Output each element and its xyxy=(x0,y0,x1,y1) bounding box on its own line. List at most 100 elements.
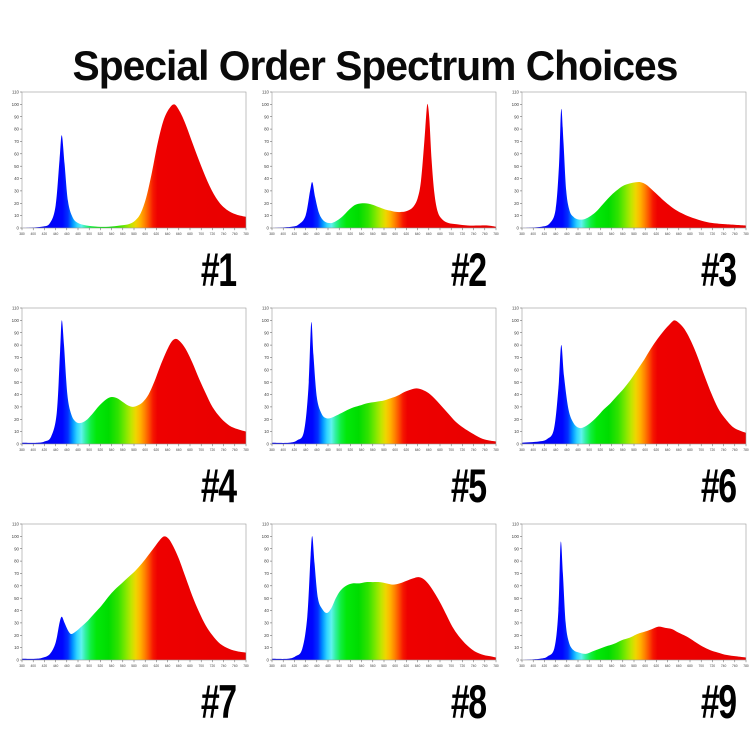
svg-text:780: 780 xyxy=(243,664,249,668)
svg-text:90: 90 xyxy=(264,330,269,335)
svg-text:540: 540 xyxy=(359,232,365,236)
svg-text:40: 40 xyxy=(514,176,519,181)
svg-text:50: 50 xyxy=(264,164,269,169)
svg-text:80: 80 xyxy=(264,559,269,564)
svg-text:50: 50 xyxy=(514,380,519,385)
svg-text:70: 70 xyxy=(264,355,269,360)
svg-text:780: 780 xyxy=(743,448,749,452)
svg-text:440: 440 xyxy=(303,664,309,668)
svg-text:500: 500 xyxy=(586,448,592,452)
svg-text:460: 460 xyxy=(564,232,570,236)
svg-text:540: 540 xyxy=(109,448,115,452)
svg-text:30: 30 xyxy=(264,621,269,626)
svg-text:720: 720 xyxy=(210,232,216,236)
svg-text:680: 680 xyxy=(187,448,193,452)
svg-text:50: 50 xyxy=(514,596,519,601)
svg-text:720: 720 xyxy=(460,232,466,236)
svg-text:10: 10 xyxy=(514,429,519,434)
svg-text:600: 600 xyxy=(142,232,148,236)
svg-text:520: 520 xyxy=(348,664,354,668)
svg-text:400: 400 xyxy=(280,232,286,236)
svg-text:680: 680 xyxy=(687,664,693,668)
svg-text:40: 40 xyxy=(514,392,519,397)
svg-text:420: 420 xyxy=(542,448,548,452)
svg-text:10: 10 xyxy=(264,429,269,434)
svg-text:30: 30 xyxy=(514,189,519,194)
svg-text:70: 70 xyxy=(14,139,19,144)
svg-text:480: 480 xyxy=(575,232,581,236)
svg-text:760: 760 xyxy=(732,448,738,452)
svg-text:620: 620 xyxy=(654,664,660,668)
svg-text:640: 640 xyxy=(415,232,421,236)
svg-text:10: 10 xyxy=(14,645,19,650)
svg-text:560: 560 xyxy=(370,448,376,452)
svg-text:700: 700 xyxy=(198,448,204,452)
svg-text:0: 0 xyxy=(267,226,270,231)
spectrum-label-7: #7 xyxy=(200,675,237,728)
svg-text:10: 10 xyxy=(264,645,269,650)
svg-text:580: 580 xyxy=(631,232,637,236)
svg-text:600: 600 xyxy=(392,232,398,236)
svg-text:40: 40 xyxy=(14,176,19,181)
spectrum-chart-4: 0 10 20 30 40 50 60 70 80 90 100 110 380 400 420 440 460… xyxy=(12,306,249,452)
spectrum-panel-8: 0 10 20 30 40 50 60 70 80 90 100 110 380 400 420 440 460… xyxy=(250,518,500,734)
spectrum-label-3: #3 xyxy=(700,243,737,296)
spectrum-chart-5: 0 10 20 30 40 50 60 70 80 90 100 110 380 400 420 440 460… xyxy=(262,306,499,452)
svg-text:720: 720 xyxy=(460,664,466,668)
svg-text:500: 500 xyxy=(86,232,92,236)
svg-text:90: 90 xyxy=(264,546,269,551)
svg-text:400: 400 xyxy=(30,448,36,452)
svg-text:700: 700 xyxy=(198,232,204,236)
svg-text:720: 720 xyxy=(210,664,216,668)
svg-text:480: 480 xyxy=(325,232,331,236)
svg-text:680: 680 xyxy=(437,664,443,668)
svg-text:500: 500 xyxy=(336,232,342,236)
svg-text:660: 660 xyxy=(176,664,182,668)
svg-text:40: 40 xyxy=(514,608,519,613)
svg-text:500: 500 xyxy=(586,664,592,668)
svg-text:780: 780 xyxy=(493,232,499,236)
svg-text:500: 500 xyxy=(336,448,342,452)
svg-text:400: 400 xyxy=(30,664,36,668)
svg-text:480: 480 xyxy=(325,448,331,452)
svg-text:440: 440 xyxy=(303,448,309,452)
svg-text:50: 50 xyxy=(264,380,269,385)
svg-text:760: 760 xyxy=(232,664,238,668)
svg-text:540: 540 xyxy=(359,448,365,452)
svg-text:520: 520 xyxy=(598,664,604,668)
svg-text:780: 780 xyxy=(243,232,249,236)
svg-text:520: 520 xyxy=(98,664,104,668)
svg-text:10: 10 xyxy=(14,213,19,218)
svg-text:500: 500 xyxy=(86,448,92,452)
svg-text:540: 540 xyxy=(359,664,365,668)
svg-text:560: 560 xyxy=(370,664,376,668)
svg-text:640: 640 xyxy=(165,448,171,452)
svg-text:100: 100 xyxy=(262,318,270,323)
svg-text:20: 20 xyxy=(514,417,519,422)
svg-text:40: 40 xyxy=(14,608,19,613)
svg-text:540: 540 xyxy=(609,448,615,452)
svg-text:560: 560 xyxy=(120,664,126,668)
svg-text:760: 760 xyxy=(732,664,738,668)
svg-text:520: 520 xyxy=(348,448,354,452)
svg-text:480: 480 xyxy=(75,232,81,236)
svg-text:640: 640 xyxy=(665,232,671,236)
svg-text:600: 600 xyxy=(642,664,648,668)
svg-text:90: 90 xyxy=(14,330,19,335)
svg-text:700: 700 xyxy=(698,664,704,668)
svg-text:700: 700 xyxy=(448,448,454,452)
svg-text:480: 480 xyxy=(325,664,331,668)
svg-text:500: 500 xyxy=(586,232,592,236)
svg-text:80: 80 xyxy=(14,127,19,132)
svg-text:600: 600 xyxy=(392,664,398,668)
svg-text:30: 30 xyxy=(514,405,519,410)
svg-text:380: 380 xyxy=(519,664,525,668)
svg-text:780: 780 xyxy=(243,448,249,452)
svg-text:80: 80 xyxy=(514,127,519,132)
svg-text:110: 110 xyxy=(262,306,270,311)
svg-text:20: 20 xyxy=(264,633,269,638)
svg-text:0: 0 xyxy=(17,658,20,663)
svg-text:580: 580 xyxy=(631,448,637,452)
svg-text:540: 540 xyxy=(609,232,615,236)
svg-text:60: 60 xyxy=(514,151,519,156)
